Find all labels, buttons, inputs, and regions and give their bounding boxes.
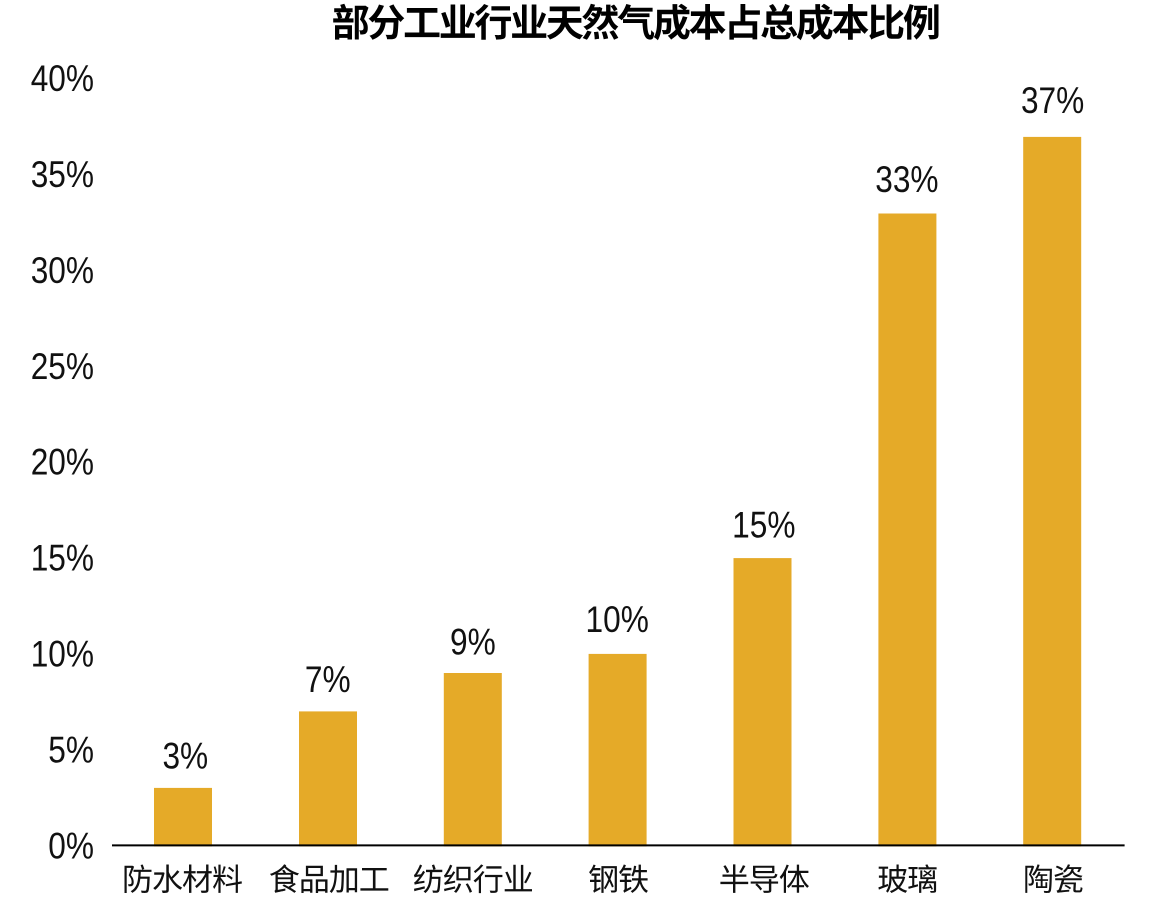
svg-text:40%: 40%	[31, 59, 94, 100]
svg-text:10%: 10%	[31, 634, 94, 675]
svg-text:15%: 15%	[31, 538, 94, 579]
svg-text:15%: 15%	[732, 505, 795, 546]
svg-text:37%: 37%	[1021, 81, 1084, 122]
svg-text:0%: 0%	[48, 826, 94, 867]
svg-text:35%: 35%	[31, 155, 94, 196]
svg-text:20%: 20%	[31, 442, 94, 483]
svg-text:10%: 10%	[586, 600, 649, 641]
svg-text:5%: 5%	[48, 730, 94, 771]
svg-text:30%: 30%	[31, 251, 94, 292]
svg-text:7%: 7%	[305, 660, 351, 701]
svg-text:9%: 9%	[450, 622, 496, 663]
svg-text:25%: 25%	[31, 347, 94, 388]
svg-text:33%: 33%	[875, 160, 938, 201]
svg-text:3%: 3%	[162, 736, 208, 777]
